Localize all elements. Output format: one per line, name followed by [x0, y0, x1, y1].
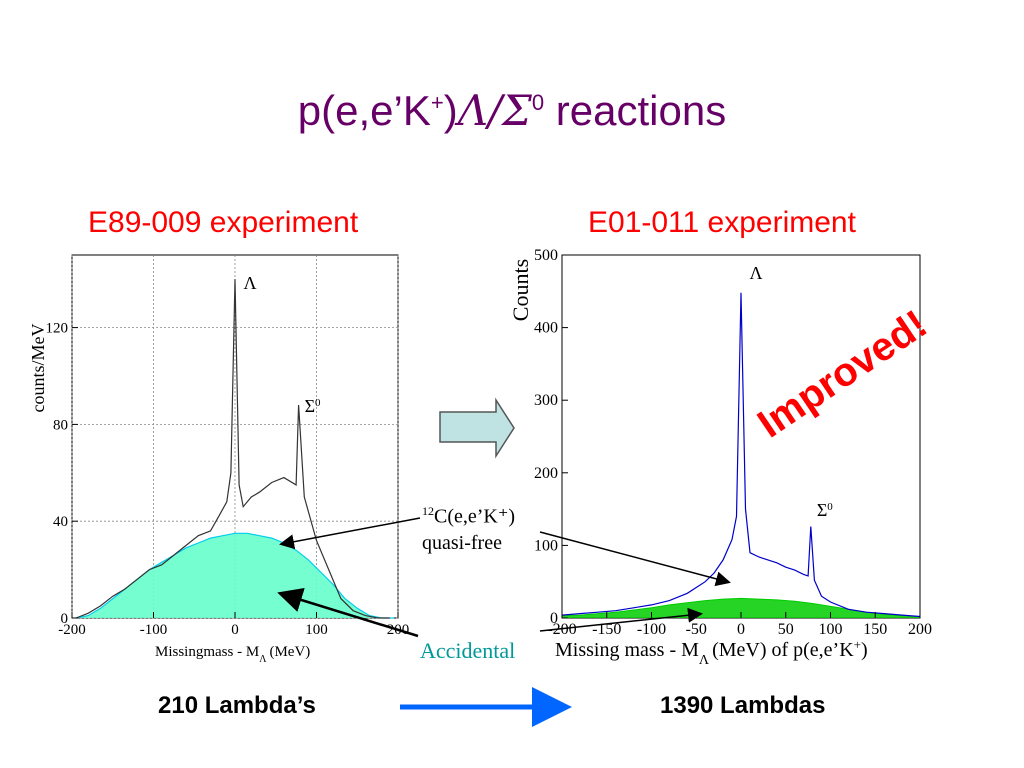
x-label-main: Missing mass - M [555, 639, 699, 661]
qf-reaction: C(e,e’K⁺) [434, 505, 516, 528]
y-tick-label: 300 [534, 392, 558, 409]
slide-title: p(e,e’K+)Λ/Σ0 reactions [0, 86, 1024, 135]
right-chart: -200 -150 -100 -50 0 50 100 150 2000100200300400… [508, 247, 932, 668]
y-tick-label: 200 [534, 465, 558, 482]
y-tick-label: 40 [53, 514, 68, 530]
y-axis-label: Counts [508, 259, 533, 321]
accidental-arrow-left [277, 587, 419, 638]
y-tick-label: 400 [534, 320, 558, 337]
y-axis-label: counts/MeV [28, 324, 48, 413]
y-tick-label: 80 [53, 417, 68, 433]
x-tick-label: 150 [863, 621, 887, 638]
series-area [76, 533, 394, 618]
quasi-free-label: 12C(e,e’K⁺) quasi-free [422, 498, 515, 556]
x-tick-label: -100 [637, 621, 666, 638]
x-tick-label: 100 [819, 621, 843, 638]
title-suffix: reactions [544, 87, 727, 134]
x-label-unit: (MeV) [269, 644, 310, 660]
x-tick-label: -50 [686, 621, 707, 638]
x-tick-label: 200 [908, 621, 932, 638]
accidental-arrow-right [539, 607, 703, 632]
y-tick-label: 500 [534, 247, 558, 264]
peak-label-symbol: Σ [817, 500, 827, 520]
x-tick-label: 0 [231, 622, 239, 638]
x-axis-label: Missing mass - MΛ (MeV) of p(e,e’K+) [555, 637, 868, 668]
qf-text: quasi-free [422, 531, 502, 554]
x-label-sub: Λ [259, 654, 267, 665]
quasi-free-arrow-left [279, 517, 421, 550]
peak-label: Σ0 [817, 500, 833, 520]
x-label-unit: (MeV) of p(e,e’K [712, 639, 854, 661]
series-line-total [561, 292, 921, 618]
x-label-main: Missingmass - M [155, 644, 259, 660]
x-label-sub: Λ [699, 653, 710, 668]
x-label-end: ) [861, 639, 868, 661]
title-greek: Λ/Σ [457, 86, 532, 135]
peak-label-symbol: Λ [749, 263, 762, 283]
x-label-sup: + [854, 637, 861, 652]
peak-label: Σ0 [305, 396, 321, 416]
title-text: p(e,e’K [297, 87, 431, 134]
left-yield: 210 Lambda’s [158, 692, 316, 719]
qf-mass-number: 12 [422, 504, 434, 518]
peak-label-sup: 0 [827, 501, 833, 513]
y-tick-label: 100 [534, 537, 558, 554]
x-axis-label: Missingmass - MΛ (MeV) [155, 644, 310, 665]
title-superscript-2: 0 [531, 90, 545, 115]
y-tick-label: 0 [550, 610, 558, 627]
x-tick-label: -200 [547, 621, 576, 638]
quasi-free-arrow-right [539, 531, 731, 587]
transition-arrow [439, 397, 515, 459]
title-paren: ) [443, 87, 458, 134]
title-superscript: + [430, 90, 444, 115]
x-tick-label: -200 [58, 622, 86, 638]
x-tick-label: -100 [140, 622, 168, 638]
y-tick-label: 0 [61, 611, 69, 627]
y-tick-label: 120 [46, 321, 69, 337]
right-heading: E01-011 experiment [588, 206, 856, 239]
accidental-label: Accidental [420, 638, 516, 663]
peak-label: Λ [749, 263, 762, 283]
x-tick-label: 100 [305, 622, 328, 638]
x-tick-label: 50 [778, 621, 794, 638]
left-chart: -200-100010020004080120counts/MeVMissing… [28, 254, 409, 665]
left-heading: E89-009 experiment [88, 206, 359, 239]
x-tick-label: 0 [737, 621, 745, 638]
series-line-total [75, 279, 390, 619]
peak-label-symbol: Λ [243, 273, 256, 293]
right-yield: 1390 Lambdas [660, 692, 826, 719]
peak-label-symbol: Σ [305, 396, 315, 416]
peak-label: Λ [243, 273, 256, 293]
peak-label-sup: 0 [315, 397, 321, 409]
